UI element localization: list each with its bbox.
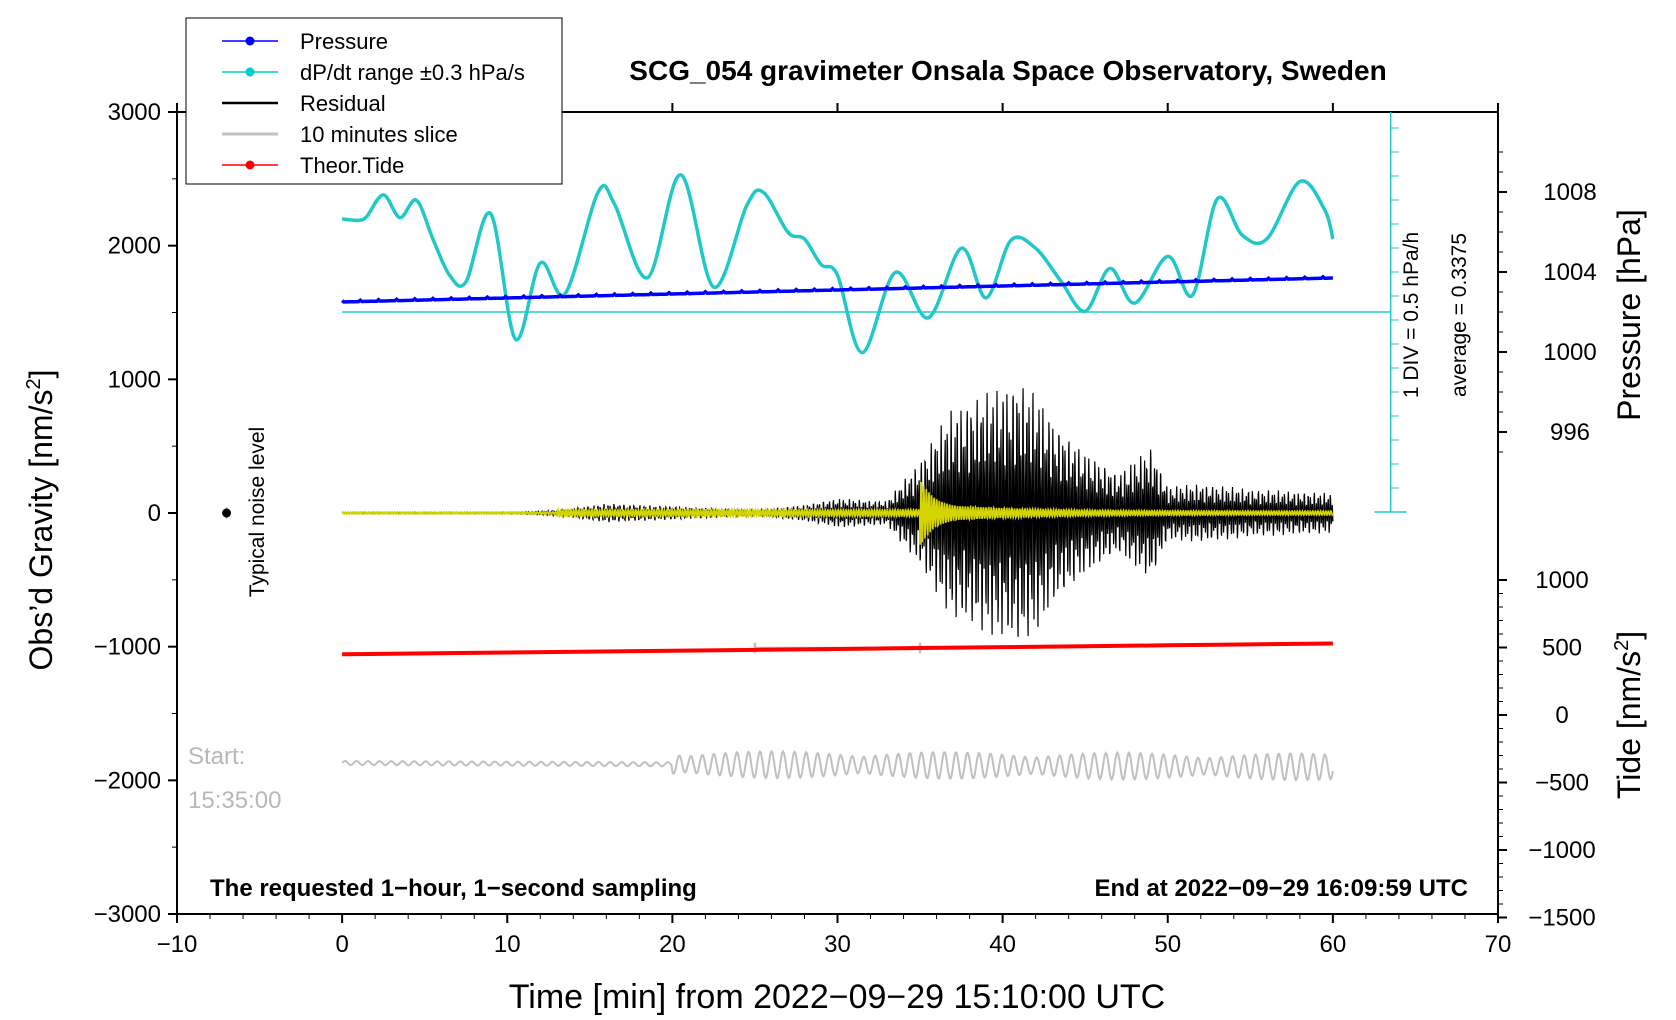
noise-level-label: Typical noise level xyxy=(246,427,269,597)
tide-tick-label: −1500 xyxy=(1528,905,1595,932)
noise-level-dot xyxy=(222,508,232,518)
pressure-tick-label: 996 xyxy=(1550,419,1590,446)
x-axis-label: Time [min] from 2022−09−29 15:10:00 UTC xyxy=(509,978,1165,1016)
legend-marker xyxy=(245,67,255,77)
y-tick-label: 2000 xyxy=(108,233,161,260)
tide-tick-label: −1000 xyxy=(1528,837,1595,864)
tide-tick-label: −500 xyxy=(1535,770,1589,797)
end-time-note: End at 2022−09−29 16:09:59 UTC xyxy=(1094,875,1468,902)
chart-title: SCG_054 gravimeter Onsala Space Observat… xyxy=(629,55,1386,86)
legend-marker xyxy=(245,36,255,46)
x-tick-label: 50 xyxy=(1154,931,1181,958)
legend-label: dP/dt range ±0.3 hPa/s xyxy=(300,60,525,85)
x-tick-label: 20 xyxy=(659,931,686,958)
legend: Pressure dP/dt range ±0.3 hPa/s Residual 10… xyxy=(185,17,563,185)
y-tick-label: 0 xyxy=(148,500,161,527)
tide-tick-label: 0 xyxy=(1555,702,1568,729)
y-tick-label: −3000 xyxy=(94,901,161,928)
legend-label: Residual xyxy=(300,91,386,116)
y-tick-label: 3000 xyxy=(108,99,161,126)
pressure-tick-label: 1004 xyxy=(1543,259,1596,286)
y-tick-label: 1000 xyxy=(108,366,161,393)
series-tide-line xyxy=(342,641,1333,657)
series-dpdt-line xyxy=(341,173,1335,355)
series-layer xyxy=(222,173,1391,782)
y-axis-label-right-pressure: Pressure [hPa] xyxy=(1611,209,1647,421)
x-tick-label: 70 xyxy=(1485,931,1512,958)
y-axis-label-right-tide: Tide [nm/s2] xyxy=(1611,631,1647,799)
legend-label: 10 minutes slice xyxy=(300,122,458,147)
sampling-note: The requested 1−hour, 1−second sampling xyxy=(210,875,697,902)
legend-box xyxy=(185,17,563,185)
tide-tick-label: 1000 xyxy=(1535,567,1588,594)
pressure-scale-div: 1 DIV = 0.5 hPa/h xyxy=(1400,232,1423,398)
series-slice-line xyxy=(341,749,1334,782)
pressure-tick-label: 1000 xyxy=(1543,339,1596,366)
start-time: 15:35:00 xyxy=(188,787,281,814)
x-tick-label: 10 xyxy=(494,931,521,958)
tide-tick-label: 500 xyxy=(1542,635,1582,662)
series-filtered-line xyxy=(341,481,1334,545)
y-tick-label: −2000 xyxy=(94,767,161,794)
legend-label: Pressure xyxy=(300,29,388,54)
axes-layer: −10 0 10 20 30 40 50 60 70 3000 2000 1000 0 −1000 −200… xyxy=(94,99,1597,958)
y-axis-label-left: Obs’d Gravity [nm/s2] xyxy=(23,370,59,671)
x-tick-label: 60 xyxy=(1320,931,1347,958)
legend-label: Theor.Tide xyxy=(300,153,404,178)
pressure-scale-average: average = 0.3375 xyxy=(1448,233,1471,397)
series-pressure-line xyxy=(340,274,1333,304)
pressure-tick-label: 1008 xyxy=(1543,179,1596,206)
x-tick-label: 30 xyxy=(824,931,851,958)
x-tick-label: −10 xyxy=(157,931,198,958)
y-tick-label: −1000 xyxy=(94,634,161,661)
x-tick-label: 40 xyxy=(989,931,1016,958)
legend-marker xyxy=(245,160,255,170)
x-tick-label: 0 xyxy=(335,931,348,958)
start-label: Start: xyxy=(188,743,245,770)
